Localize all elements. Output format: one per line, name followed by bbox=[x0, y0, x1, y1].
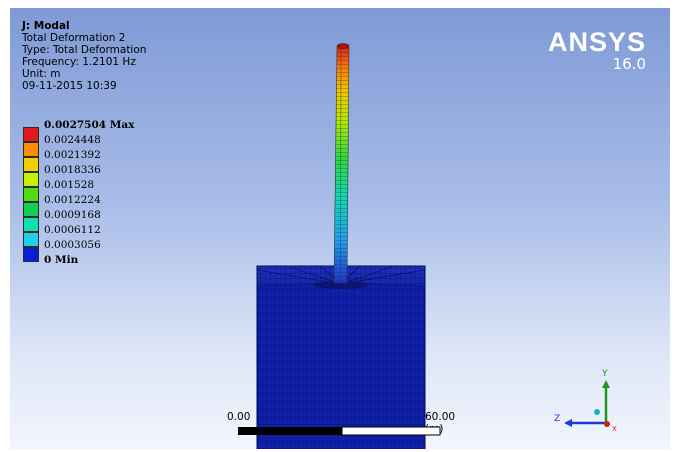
scale-bar: 0.00 60.00 (m) bbox=[225, 411, 465, 441]
scale-start-label: 0.00 bbox=[227, 411, 251, 423]
legend-swatch bbox=[23, 127, 39, 142]
result-timestamp: 09-11-2015 10:39 bbox=[22, 80, 117, 92]
axis-triad[interactable]: Y Z X bbox=[550, 368, 630, 442]
legend-value: 0.0003056 bbox=[44, 239, 101, 251]
legend-swatch bbox=[23, 232, 39, 247]
result-frequency: Frequency: 1.2101 Hz bbox=[22, 56, 136, 68]
result-name: Total Deformation 2 bbox=[22, 32, 126, 44]
triad-z-label: Z bbox=[554, 414, 561, 424]
analysis-title: J: Modal bbox=[22, 20, 70, 32]
legend-swatch bbox=[23, 142, 39, 157]
result-unit: Unit: m bbox=[22, 68, 61, 80]
legend-value: 0.0012224 bbox=[44, 194, 101, 206]
logo-version: 16.0 bbox=[612, 55, 646, 73]
legend-swatch bbox=[23, 202, 39, 217]
graphics-viewport[interactable]: J: Modal Total Deformation 2 Type: Total… bbox=[10, 8, 670, 449]
column-pole bbox=[333, 43, 350, 284]
logo-name: ANSYS bbox=[547, 27, 646, 57]
result-type: Type: Total Deformation bbox=[22, 44, 147, 56]
ansys-logo: ANSYS 16.0 bbox=[548, 28, 646, 73]
triad-x-label: X bbox=[612, 425, 617, 433]
triad-graphic bbox=[564, 380, 610, 427]
legend-swatch bbox=[23, 187, 39, 202]
legend-swatch bbox=[23, 247, 39, 262]
triad-y-label: Y bbox=[602, 369, 608, 379]
legend-swatch bbox=[23, 172, 39, 187]
fea-model[interactable] bbox=[10, 8, 670, 449]
legend-value: 0.001528 bbox=[44, 179, 95, 191]
legend-value: 0.0006112 bbox=[44, 224, 101, 236]
scale-bar-graphic bbox=[238, 426, 441, 436]
legend-swatch bbox=[23, 157, 39, 172]
foundation-block bbox=[256, 265, 426, 449]
legend-swatch bbox=[23, 217, 39, 232]
legend-value: 0.0024448 bbox=[44, 134, 101, 146]
legend-value: 0.0021392 bbox=[44, 149, 101, 161]
result-info: J: Modal Total Deformation 2 Type: Total… bbox=[22, 20, 146, 92]
legend-value: 0.0027504 Max bbox=[44, 119, 135, 131]
legend-value: 0 Min bbox=[44, 254, 79, 266]
legend-value: 0.0018336 bbox=[44, 164, 101, 176]
legend-value: 0.0009168 bbox=[44, 209, 101, 221]
